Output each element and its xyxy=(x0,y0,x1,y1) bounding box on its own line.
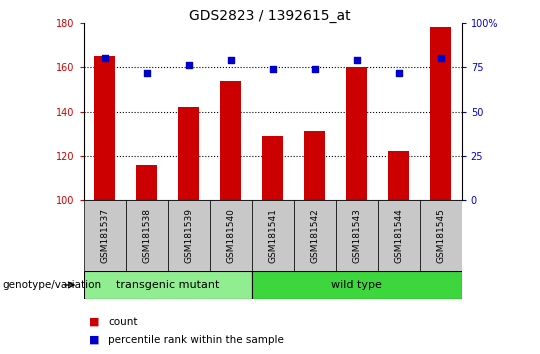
Text: GSM181541: GSM181541 xyxy=(268,208,277,263)
Text: transgenic mutant: transgenic mutant xyxy=(116,280,219,290)
Bar xyxy=(84,200,126,271)
Bar xyxy=(126,200,168,271)
Bar xyxy=(178,107,199,200)
Text: GSM181544: GSM181544 xyxy=(394,208,403,263)
Point xyxy=(184,63,193,68)
Text: GSM181539: GSM181539 xyxy=(184,208,193,263)
Text: ■: ■ xyxy=(89,335,99,345)
Point xyxy=(310,66,319,72)
Text: GSM181538: GSM181538 xyxy=(142,208,151,263)
Bar xyxy=(94,56,115,200)
Bar xyxy=(430,28,451,200)
Bar xyxy=(336,200,377,271)
Text: GSM181543: GSM181543 xyxy=(352,208,361,263)
Bar xyxy=(262,136,283,200)
Bar xyxy=(210,200,252,271)
Point xyxy=(143,70,151,75)
Point xyxy=(394,70,403,75)
Text: ■: ■ xyxy=(89,317,99,327)
Point xyxy=(100,56,109,61)
Bar xyxy=(252,200,294,271)
Bar xyxy=(252,271,462,299)
Bar xyxy=(420,200,462,271)
Text: percentile rank within the sample: percentile rank within the sample xyxy=(108,335,284,345)
Bar xyxy=(136,165,157,200)
Bar xyxy=(304,131,325,200)
Point xyxy=(436,56,445,61)
Bar xyxy=(346,67,367,200)
Point xyxy=(268,66,277,72)
Point xyxy=(353,57,361,63)
Bar xyxy=(377,200,420,271)
Text: count: count xyxy=(108,317,138,327)
Point xyxy=(226,57,235,63)
Bar xyxy=(294,200,336,271)
Bar xyxy=(388,152,409,200)
Text: GSM181542: GSM181542 xyxy=(310,208,319,263)
Text: GSM181537: GSM181537 xyxy=(100,208,109,263)
Bar xyxy=(220,80,241,200)
Text: GSM181540: GSM181540 xyxy=(226,208,235,263)
Text: GDS2823 / 1392615_at: GDS2823 / 1392615_at xyxy=(189,9,351,23)
Text: wild type: wild type xyxy=(331,280,382,290)
Bar xyxy=(84,271,252,299)
Text: genotype/variation: genotype/variation xyxy=(3,280,102,290)
Text: GSM181545: GSM181545 xyxy=(436,208,445,263)
Bar xyxy=(168,200,210,271)
